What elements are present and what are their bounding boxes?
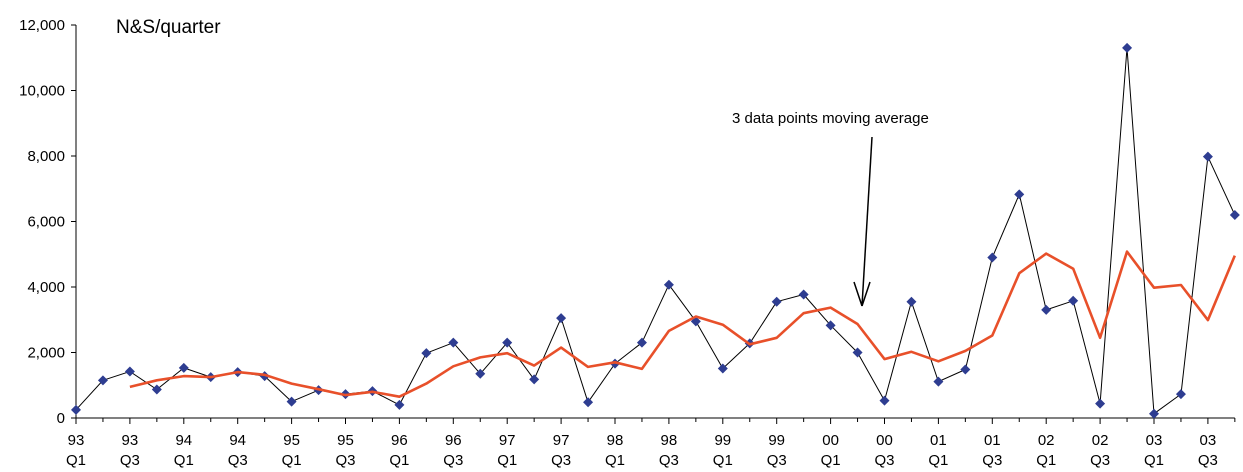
y-tick-label: 6,000 [27, 214, 65, 231]
x-tick-label-year: 96 [391, 432, 408, 449]
x-tick-label-quarter: Q1 [282, 452, 302, 469]
data-point [663, 279, 674, 290]
data-point [421, 348, 432, 359]
data-point [502, 337, 513, 348]
y-axis: 0 2,000 4,000 6,000 8,000 10,000 12,000 [19, 17, 77, 427]
x-tick-label-quarter: Q3 [982, 452, 1002, 469]
x-tick-label-year: 03 [1200, 432, 1217, 449]
x-tick-label-year: 02 [1092, 432, 1109, 449]
data-point [1229, 209, 1240, 220]
x-tick-label-year: 99 [768, 432, 785, 449]
x-tick-label-quarter: Q1 [174, 452, 194, 469]
data-point [1122, 42, 1133, 53]
x-tick-label-year: 01 [984, 432, 1001, 449]
data-point [394, 399, 405, 410]
data-point [771, 296, 782, 307]
x-tick-label-year: 95 [283, 432, 300, 449]
x-tick-label-year: 00 [876, 432, 893, 449]
x-tick-label-year: 94 [229, 432, 246, 449]
data-point [1068, 295, 1079, 306]
x-tick-label-quarter: Q3 [443, 452, 463, 469]
data-point [1014, 189, 1025, 200]
data-point [475, 368, 486, 379]
data-point [124, 366, 135, 377]
data-point [151, 384, 162, 395]
moving-average-line [129, 250, 1236, 398]
data-point [529, 374, 540, 385]
data-point [71, 404, 81, 415]
y-tick-label: 10,000 [19, 83, 65, 100]
x-tick-label-quarter: Q3 [551, 452, 571, 469]
data-point [933, 376, 944, 387]
data-point [825, 320, 836, 331]
data-point [798, 289, 809, 300]
x-tick-label-quarter: Q1 [389, 452, 409, 469]
x-tick-label-year: 93 [122, 432, 139, 449]
x-tick-label-quarter: Q3 [767, 452, 787, 469]
x-tick-label-quarter: Q1 [605, 452, 625, 469]
x-tick-label-quarter: Q1 [1144, 452, 1164, 469]
x-tick-label-year: 02 [1038, 432, 1055, 449]
x-tick-label-quarter: Q3 [659, 452, 679, 469]
x-tick-label-year: 01 [930, 432, 947, 449]
data-point [852, 347, 863, 358]
x-tick-label-year: 98 [607, 432, 624, 449]
data-point [906, 296, 917, 307]
data-point [960, 364, 971, 375]
x-tick-label-quarter: Q3 [1090, 452, 1110, 469]
x-tick-label-year: 00 [822, 432, 839, 449]
data-point [97, 375, 108, 386]
data-point [1095, 398, 1106, 409]
annotation-arrow [861, 136, 873, 307]
annotation-label: 3 data points moving average [732, 110, 929, 127]
x-tick-label-quarter: Q3 [335, 452, 355, 469]
x-tick-label-year: 98 [661, 432, 678, 449]
series-line [75, 47, 1236, 415]
x-tick-label-quarter: Q1 [928, 452, 948, 469]
x-tick-label-quarter: Q1 [1036, 452, 1056, 469]
data-point [448, 337, 459, 348]
data-point [987, 252, 998, 263]
y-tick-label: 2,000 [27, 345, 65, 362]
x-tick-label-year: 97 [499, 432, 516, 449]
data-point [556, 313, 567, 324]
y-tick-label: 0 [57, 410, 65, 427]
annotation-arrowhead [853, 281, 871, 307]
x-tick-label-year: 97 [553, 432, 570, 449]
data-point [1175, 389, 1186, 400]
x-axis: 93 Q1 93 Q3 94 Q1 94 Q3 95 Q1 95 Q3 96 Q1 96 Q3 97 Q1 97 Q3… [66, 417, 1236, 469]
y-unit-label: N&S/quarter [116, 17, 221, 38]
x-tick-label-quarter: Q1 [821, 452, 841, 469]
data-point [879, 395, 890, 406]
data-point [583, 397, 594, 408]
x-tick-label-quarter: Q1 [66, 452, 86, 469]
x-tick-label-quarter: Q3 [228, 452, 248, 469]
y-tick-label: 8,000 [27, 148, 65, 165]
x-tick-label-quarter: Q3 [874, 452, 894, 469]
x-tick-label-quarter: Q1 [713, 452, 733, 469]
data-point [1041, 304, 1052, 315]
x-tick-label-year: 94 [175, 432, 192, 449]
data-point [717, 363, 728, 374]
data-point [1202, 151, 1213, 162]
x-tick-label-year: 99 [714, 432, 731, 449]
x-tick-label-year: 96 [445, 432, 462, 449]
x-tick-label-quarter: Q1 [497, 452, 517, 469]
x-tick-label-year: 93 [68, 432, 85, 449]
y-tick-label: 4,000 [27, 279, 65, 296]
x-tick-label-quarter: Q3 [1198, 452, 1218, 469]
x-tick-label-quarter: Q3 [120, 452, 140, 469]
data-point [636, 337, 647, 348]
data-point [1149, 408, 1159, 419]
data-point [178, 362, 189, 373]
annotation: 3 data points moving average [732, 110, 929, 307]
x-tick-label-year: 95 [337, 432, 354, 449]
series-layer [71, 42, 1240, 419]
data-point [286, 396, 297, 407]
x-tick-label-year: 03 [1146, 432, 1163, 449]
y-tick-label: 12,000 [19, 17, 65, 34]
